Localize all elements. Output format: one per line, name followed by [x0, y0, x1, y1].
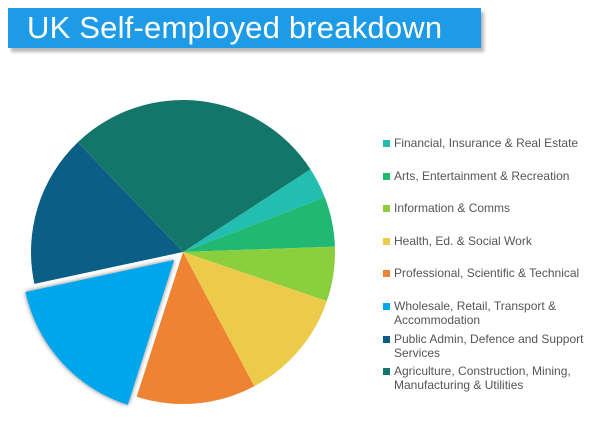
legend-swatch — [383, 238, 390, 245]
legend-label: Wholesale, Retail, Transport & Accommoda… — [394, 299, 557, 327]
legend-item: Arts, Entertainment & Recreation — [380, 169, 595, 183]
pie-slice-5 — [136, 252, 255, 404]
legend-item: Wholesale, Retail, Transport & Accommoda… — [380, 299, 595, 327]
legend-swatch — [383, 140, 390, 147]
pie-slice-6 — [25, 260, 175, 405]
legend-item: Financial, Insurance & Real Estate — [380, 136, 595, 150]
chart-title: UK Self-employed breakdown — [8, 8, 481, 48]
legend-item: Information & Comms — [380, 201, 595, 215]
legend-swatch — [383, 368, 390, 375]
pie-slice-3 — [183, 246, 335, 302]
legend-label: Health, Ed. & Social Work — [394, 234, 532, 248]
legend-label: Information & Comms — [394, 201, 511, 215]
legend-item: Health, Ed. & Social Work — [380, 234, 595, 248]
legend-swatch — [383, 270, 390, 277]
legend-item: Professional, Scientific & Technical — [380, 266, 595, 280]
pie-slice-2 — [183, 197, 335, 252]
legend-swatch — [383, 336, 390, 343]
pie-slice-4 — [183, 252, 327, 387]
pie-slice-1 — [183, 169, 325, 252]
pie-slices — [25, 100, 335, 405]
legend-item: Agriculture, Construction, Mining, Manuf… — [380, 364, 595, 392]
legend-label: Professional, Scientific & Technical — [394, 266, 580, 280]
legend-swatch — [383, 303, 390, 310]
legend-swatch — [383, 205, 390, 212]
legend-label: Agriculture, Construction, Mining, Manuf… — [394, 364, 571, 392]
legend-label: Public Admin, Defence and Support Servic… — [394, 332, 584, 360]
legend-swatch — [383, 173, 390, 180]
pie-slice-8 — [77, 100, 311, 253]
legend-label: Financial, Insurance & Real Estate — [394, 136, 579, 150]
pie-slice-7 — [31, 142, 183, 284]
legend-label: Arts, Entertainment & Recreation — [394, 169, 570, 183]
legend-item: Public Admin, Defence and Support Servic… — [380, 332, 595, 360]
